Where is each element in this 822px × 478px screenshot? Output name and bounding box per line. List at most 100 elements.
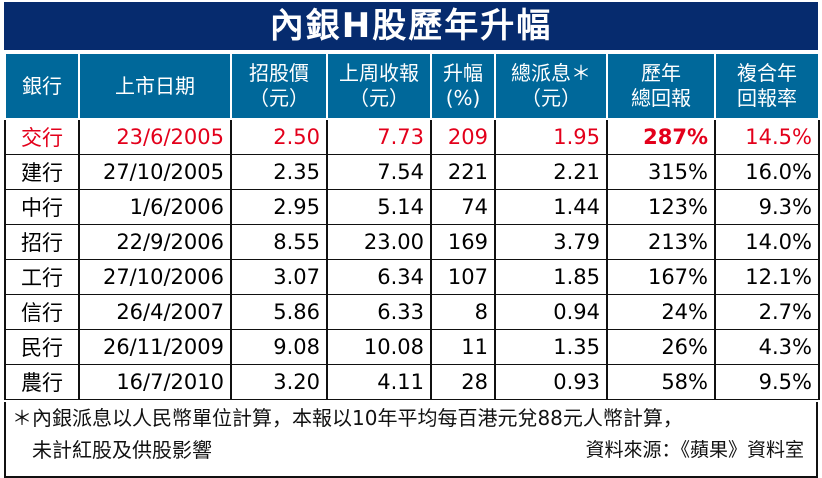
cell-total-dividend: 1.95 (495, 119, 608, 155)
cell-rise-pct: 221 (431, 154, 496, 190)
cell-cagr: 2.7% (715, 294, 820, 330)
cell-bank: 交行 (4, 119, 80, 155)
table-body: 交行 23/6/2005 2.50 7.73 209 1.95 287% 14.5% 建行 27/… (4, 119, 820, 400)
table-row: 民行 26/11/2009 9.08 10.08 11 1.35 26% 4.3% (4, 329, 820, 365)
footnote-line-2: 未計紅股及供股影響 (32, 438, 212, 462)
table-row: 中行 1/6/2006 2.95 5.14 74 1.44 123% 9.3% (4, 189, 820, 225)
cell-total-return: 315% (607, 154, 716, 190)
header-total-return-line: 總回報 (631, 86, 691, 110)
cell-total-dividend: 0.94 (495, 294, 608, 330)
source-note: 資料來源：《蘋果》資料室 (585, 439, 804, 461)
header-row: 銀行 上市日期 招股價 （元） 上周收報 （元） 升幅 (%) 總派息＊ （元） 歷年 總回報 複合年回… (4, 52, 820, 120)
cell-listing-date: 22/9/2006 (79, 224, 232, 260)
header-listing-date-line: 上市日期 (115, 73, 195, 98)
cell-listing-date: 1/6/2006 (79, 189, 232, 225)
footnote-line-1: ＊內銀派息以人民幣單位計算，本報以10年平均每百港元兌88元人幣計算， (12, 406, 683, 430)
header-rise-pct: 升幅 (%) (430, 52, 496, 120)
cell-total-dividend: 1.44 (495, 189, 608, 225)
page-title: 內銀H股歷年升幅 (4, 2, 818, 50)
cell-total-dividend: 3.79 (495, 224, 608, 260)
table-row: 建行 27/10/2005 2.35 7.54 221 2.21 315% 16.0% (4, 154, 820, 190)
cell-last-close: 4.11 (327, 364, 432, 400)
bank-returns-table: 銀行 上市日期 招股價 （元） 上周收報 （元） 升幅 (%) 總派息＊ （元） 歷年 總回報 複合年回… (4, 52, 820, 400)
cell-last-close: 10.08 (327, 329, 432, 365)
cell-total-return: 26% (607, 329, 716, 365)
cell-rise-pct: 8 (431, 294, 496, 330)
header-cagr-line: 回報率 (737, 86, 797, 110)
cell-cagr: 9.3% (715, 189, 820, 225)
header-cagr-line: 複合年 (737, 61, 797, 85)
cell-last-close: 6.34 (327, 259, 432, 295)
cell-ipo-price: 2.50 (231, 119, 328, 155)
cell-listing-date: 16/7/2010 (79, 364, 232, 400)
cell-rise-pct: 209 (431, 119, 496, 155)
cell-cagr: 12.1% (715, 259, 820, 295)
table-row: 農行 16/7/2010 3.20 4.11 28 0.93 58% 9.5% (4, 364, 820, 400)
cell-last-close: 7.54 (327, 154, 432, 190)
table-row: 信行 26/4/2007 5.86 6.33 8 0.94 24% 2.7% (4, 294, 820, 330)
cell-cagr: 14.0% (715, 224, 820, 260)
cell-total-return: 123% (607, 189, 716, 225)
footnote-box: ＊內銀派息以人民幣單位計算，本報以10年平均每百港元兌88元人幣計算， 未計紅股… (4, 402, 818, 478)
cell-bank: 招行 (4, 224, 80, 260)
cell-total-dividend: 1.35 (495, 329, 608, 365)
header-total-dividend-line: （元） (521, 86, 581, 110)
cell-ipo-price: 8.55 (231, 224, 328, 260)
table-row: 交行 23/6/2005 2.50 7.73 209 1.95 287% 14.5% (4, 119, 820, 155)
header-listing-date: 上市日期 (78, 52, 232, 120)
cell-bank: 中行 (4, 189, 80, 225)
cell-total-return: 213% (607, 224, 716, 260)
cell-total-return: 58% (607, 364, 716, 400)
header-total-return: 歷年 總回報 (606, 52, 716, 120)
cell-rise-pct: 169 (431, 224, 496, 260)
cell-bank: 建行 (4, 154, 80, 190)
cell-total-dividend: 0.93 (495, 364, 608, 400)
cell-bank: 工行 (4, 259, 80, 295)
cell-total-dividend: 1.85 (495, 259, 608, 295)
header-total-dividend: 總派息＊ （元） (494, 52, 608, 120)
cell-total-dividend: 2.21 (495, 154, 608, 190)
table-row: 招行 22/9/2006 8.55 23.00 169 3.79 213% 14.0% (4, 224, 820, 260)
cell-listing-date: 27/10/2006 (79, 259, 232, 295)
header-rise-pct-line: (%) (445, 86, 481, 110)
cell-rise-pct: 74 (431, 189, 496, 225)
cell-last-close: 23.00 (327, 224, 432, 260)
cell-cagr: 4.3% (715, 329, 820, 365)
header-rise-pct-line: 升幅 (443, 61, 483, 85)
cell-last-close: 6.33 (327, 294, 432, 330)
header-total-dividend-line: 總派息＊ (511, 61, 591, 85)
table-row: 工行 27/10/2006 3.07 6.34 107 1.85 167% 12.1% (4, 259, 820, 295)
cell-last-close: 5.14 (327, 189, 432, 225)
cell-listing-date: 26/11/2009 (79, 329, 232, 365)
header-ipo-price-line: （元） (249, 86, 309, 110)
cell-ipo-price: 9.08 (231, 329, 328, 365)
cell-bank: 民行 (4, 329, 80, 365)
cell-listing-date: 26/4/2007 (79, 294, 232, 330)
header-total-return-line: 歷年 (641, 61, 681, 85)
cell-listing-date: 23/6/2005 (79, 119, 232, 155)
cell-cagr: 16.0% (715, 154, 820, 190)
cell-last-close: 7.73 (327, 119, 432, 155)
cell-ipo-price: 5.86 (231, 294, 328, 330)
cell-total-return: 24% (607, 294, 716, 330)
cell-ipo-price: 2.95 (231, 189, 328, 225)
cell-rise-pct: 107 (431, 259, 496, 295)
cell-rise-pct: 28 (431, 364, 496, 400)
header-bank-line: 銀行 (22, 73, 62, 98)
header-last-close-line: 上周收報 (339, 61, 419, 85)
header-ipo-price-line: 招股價 (249, 61, 309, 85)
cell-cagr: 14.5% (715, 119, 820, 155)
header-bank: 銀行 (4, 52, 80, 120)
cell-total-return: 167% (607, 259, 716, 295)
header-last-close: 上周收報 （元） (326, 52, 432, 120)
cell-ipo-price: 2.35 (231, 154, 328, 190)
header-cagr: 複合年 回報率 (714, 52, 820, 120)
header-ipo-price: 招股價 （元） (230, 52, 328, 120)
cell-rise-pct: 11 (431, 329, 496, 365)
cell-listing-date: 27/10/2005 (79, 154, 232, 190)
cell-total-return: 287% (607, 119, 716, 155)
cell-ipo-price: 3.07 (231, 259, 328, 295)
cell-cagr: 9.5% (715, 364, 820, 400)
header-last-close-line: （元） (349, 86, 409, 110)
cell-bank: 農行 (4, 364, 80, 400)
